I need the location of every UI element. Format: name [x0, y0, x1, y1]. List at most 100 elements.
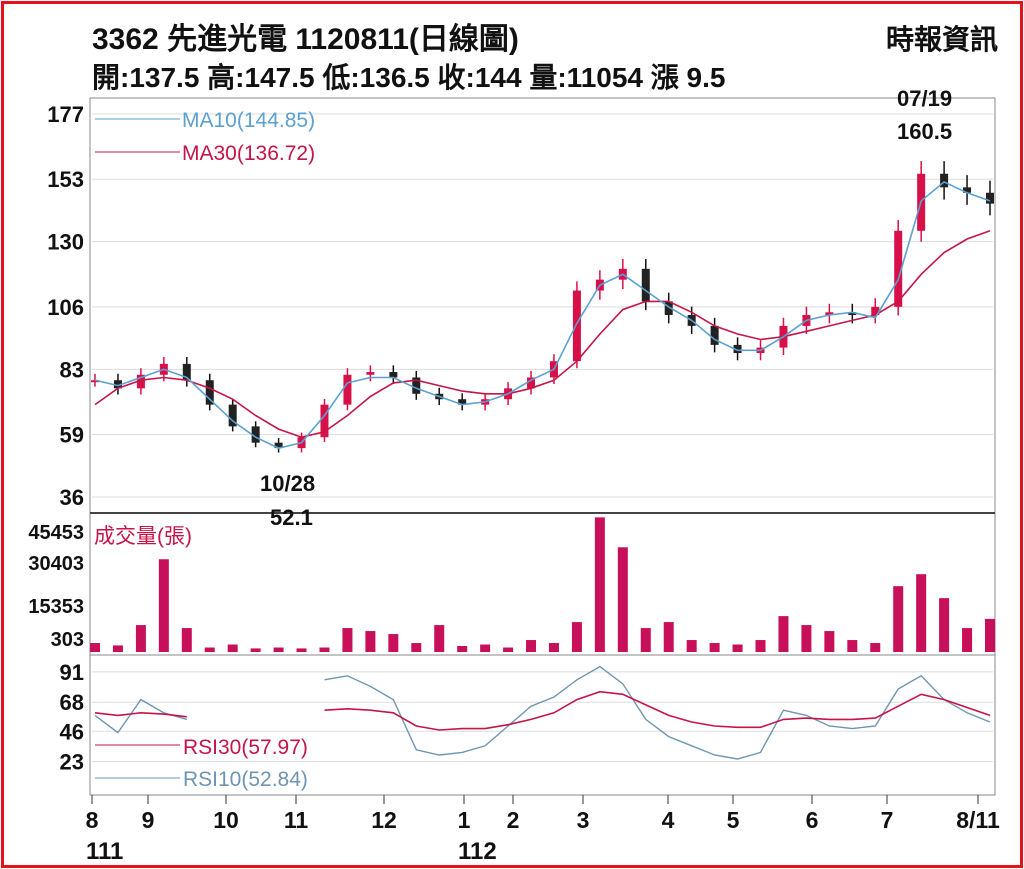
volume-bar [227, 644, 238, 652]
x-tick-label: 10 [213, 807, 239, 833]
x-tick-label: 9 [142, 807, 155, 833]
volume-bar [916, 574, 927, 652]
low-date-annotation: 10/28 [260, 471, 315, 496]
x-tick-label: 8/11 [956, 807, 1000, 833]
candle-body [389, 372, 398, 378]
volume-bar [663, 622, 674, 652]
volume-bar [273, 647, 284, 652]
candle-body [963, 187, 972, 193]
rsi-y-tick: 91 [60, 660, 84, 685]
volume-bar [457, 646, 468, 652]
rsi30-line [94, 711, 187, 718]
volume-bar [90, 643, 100, 652]
candle-body [710, 325, 719, 345]
ohlc-summary: 開:137.5 高:147.5 低:136.5 收:144 量:11054 漲 … [92, 62, 726, 93]
volume-bar [847, 640, 858, 652]
candle-body [894, 230, 903, 307]
candle-body [458, 399, 467, 405]
high-date-annotation: 07/19 [897, 86, 952, 111]
price-y-tick: 83 [60, 357, 84, 382]
volume-bar [801, 625, 812, 652]
price-y-tick: 36 [60, 485, 84, 510]
volume-bar [135, 625, 146, 652]
volume-bar [778, 616, 789, 652]
volume-bar [388, 634, 399, 652]
volume-bar [319, 647, 330, 652]
volume-bar [434, 625, 445, 652]
candle-body [113, 380, 122, 389]
price-y-tick: 130 [47, 230, 84, 255]
x-tick-label: 1 [458, 807, 471, 833]
volume-bar [893, 586, 904, 652]
candle-body [848, 312, 857, 316]
rsi10-line [324, 665, 991, 760]
candle-body [182, 363, 191, 381]
x-tick-label: 3 [577, 807, 590, 833]
year-label-112: 112 [458, 838, 497, 865]
volume-bar [939, 598, 950, 652]
price-y-tick: 153 [47, 167, 84, 192]
candle-body [825, 312, 834, 316]
x-tick-label: 11 [284, 807, 309, 833]
volume-bar [365, 631, 376, 652]
ma30-legend: MA30(136.72) [182, 142, 315, 165]
volume-bar [732, 644, 743, 652]
rsi-y-tick: 68 [60, 690, 84, 715]
volume-bar [962, 628, 973, 652]
candle-body [527, 377, 536, 389]
ma10-legend: MA10(144.85) [182, 109, 315, 132]
x-tick-label: 5 [727, 807, 740, 833]
candle-body [205, 380, 214, 405]
rsi-lines [94, 665, 991, 760]
candle-body [320, 404, 329, 438]
year-label-111: 111 [86, 838, 123, 865]
volume-y-tick: 15353 [28, 596, 84, 618]
volume-bar [548, 643, 559, 652]
low-value-annotation: 52.1 [270, 505, 313, 530]
chart-title: 3362 先進光電 1120811(日線圖) [92, 23, 519, 56]
volume-y-tick: 45453 [28, 522, 84, 544]
volume-bar [503, 647, 514, 652]
volume-y-tick: 303 [51, 629, 84, 651]
volume-bar [411, 643, 422, 652]
volume-bar [594, 517, 605, 652]
candle-body [274, 442, 283, 449]
candle-body [228, 404, 237, 427]
x-tick-label: 6 [806, 807, 819, 833]
volume-bar [755, 640, 766, 652]
rsi10-legend: RSI10(52.84) [183, 768, 308, 791]
candle-body [940, 173, 949, 188]
x-tick-label: 7 [881, 807, 894, 833]
indicator-lines [94, 180, 991, 449]
x-tick-label: 8 [86, 807, 99, 833]
volume-bar [480, 644, 491, 652]
volume-bar [686, 640, 697, 652]
volume-bar [617, 547, 628, 652]
volume-bar [250, 648, 261, 652]
volume-bar [342, 628, 353, 652]
candle-body [366, 372, 375, 375]
source-label: 時報資訊 [885, 24, 998, 55]
rsi-y-tick: 23 [60, 750, 84, 775]
candle-body [664, 301, 673, 316]
volume-panel-border [89, 512, 996, 656]
candle-body [733, 344, 742, 354]
candle-body [871, 306, 880, 316]
rsi30-legend: RSI30(57.97) [183, 736, 308, 759]
volume-bar [296, 648, 307, 652]
volume-bar [985, 618, 995, 652]
volume-bar [204, 647, 215, 652]
high-value-annotation: 160.5 [897, 119, 952, 144]
volume-bar [709, 643, 720, 652]
rsi-y-tick: 46 [60, 719, 84, 744]
ma10-line [94, 180, 991, 449]
candle-body [251, 426, 260, 443]
ma30-line [94, 230, 991, 439]
volume-bar [158, 559, 169, 652]
candle-body [343, 374, 352, 405]
rsi-panel-border [89, 654, 996, 796]
candle-body [986, 192, 994, 204]
candle-body [641, 268, 650, 302]
